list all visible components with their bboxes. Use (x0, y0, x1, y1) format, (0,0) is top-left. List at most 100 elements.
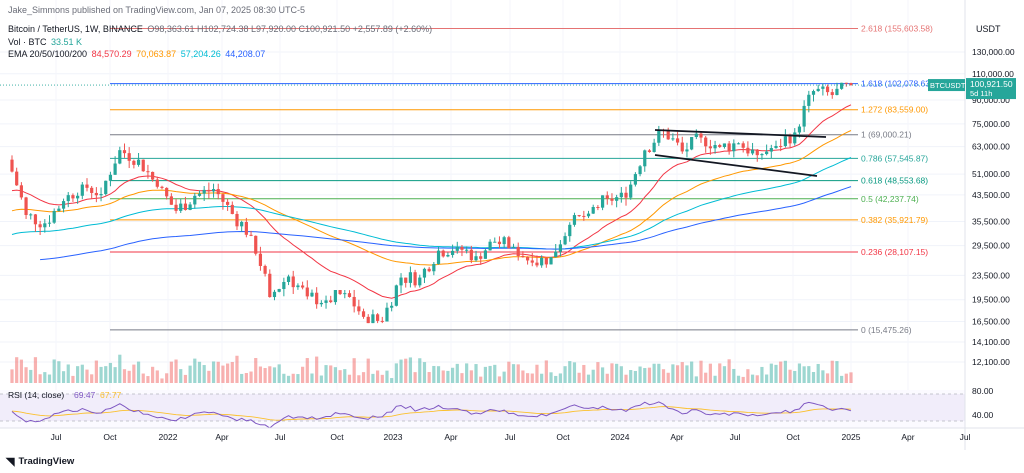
candle-body (390, 305, 394, 308)
time-tick-label: Oct (786, 432, 800, 442)
candle-body (361, 311, 366, 317)
candle-body (474, 256, 478, 261)
volume-bar (647, 367, 652, 383)
candle-body (371, 314, 375, 324)
volume-bar (188, 365, 192, 383)
volume-bar (394, 363, 398, 383)
candle-body (441, 250, 445, 257)
candle-body (113, 163, 117, 175)
volume-bar (549, 372, 553, 383)
volume-bar (586, 374, 591, 383)
volume-bar (521, 370, 525, 383)
candle-body (802, 105, 806, 127)
candle-body (479, 256, 483, 259)
volume-bar (516, 364, 520, 383)
time-tick-label: Jul (730, 432, 741, 442)
candle-body (15, 171, 19, 186)
candle-body (277, 289, 281, 292)
volume-bar (136, 361, 141, 383)
volume-bar (202, 365, 206, 383)
volume-bar (47, 374, 52, 383)
volume-bar (19, 359, 23, 383)
candle-body (57, 208, 61, 211)
candle-body (211, 189, 216, 192)
volume-bar (432, 365, 436, 383)
volume-legend: Vol · BTC 33.51 K (8, 37, 82, 47)
candles[interactable] (10, 82, 853, 324)
candle-body (605, 195, 609, 199)
price-tick-label: 35,500.00 (972, 216, 1010, 226)
volume-bar (226, 363, 230, 383)
candle-body (244, 221, 248, 235)
volume-value: 33.51 K (51, 37, 83, 47)
last-price-box (966, 78, 1016, 100)
volume-bar (779, 361, 783, 383)
candle-body (624, 192, 628, 198)
volume-bar (558, 373, 562, 383)
candle-body (821, 86, 825, 89)
candle-body (493, 241, 497, 243)
candle-body (310, 292, 314, 297)
fib-level-label: 0.5 (42,237.74) (861, 194, 919, 204)
volume-bar (366, 358, 370, 383)
volume-bar (29, 369, 33, 383)
price-tick-label: 23,500.00 (972, 270, 1010, 280)
time-tick-label: Oct (556, 432, 570, 442)
volume-bar (165, 373, 169, 383)
candle-body (446, 254, 450, 257)
volume-bar (24, 367, 28, 383)
candle-body (127, 153, 131, 161)
candle-body (507, 237, 511, 249)
volume-bar (769, 363, 773, 383)
volume-bar (615, 363, 619, 383)
candle-body (296, 285, 300, 288)
volume-bar (104, 366, 108, 383)
candle-body (38, 224, 42, 228)
candle-body (122, 150, 127, 154)
volume-bar (132, 364, 136, 383)
candle-body (652, 142, 656, 152)
volume-bar (657, 363, 661, 383)
candle-body (85, 184, 89, 188)
candle-body (586, 213, 591, 217)
candle-body (554, 251, 558, 258)
volume-bar (807, 366, 811, 383)
volume-bar (450, 367, 455, 383)
candle-body (230, 204, 234, 214)
candle-body (741, 143, 745, 148)
candle-body (516, 246, 520, 256)
volume-bar (113, 367, 117, 383)
candle-body (197, 193, 202, 196)
volume-bar (99, 366, 103, 383)
fib-level-label: 0.382 (35,921.79) (861, 215, 928, 225)
candle-body (249, 234, 253, 236)
volume-bar (825, 373, 830, 383)
candle-body (779, 145, 783, 147)
ema-50-line (11, 130, 852, 266)
volume-bar (254, 358, 258, 383)
volume-bar (441, 370, 445, 383)
rsi-value: 69.47 (74, 390, 96, 400)
candle-body (155, 179, 159, 187)
candle-body (690, 137, 694, 150)
price-tick-label: 14,100.00 (972, 337, 1010, 347)
volume-bar (718, 363, 722, 383)
volume-bar (671, 364, 675, 383)
candle-body (29, 214, 33, 216)
time-tick-label: Apr (215, 432, 228, 442)
volume-bar (605, 373, 609, 383)
candle-body (47, 222, 52, 224)
volume-bar (722, 366, 727, 383)
volume-bar (844, 373, 848, 383)
price-axis: 130,000.00 110,000.00 90,000.00 75,000.00 63… (964, 0, 1015, 450)
candle-body (750, 149, 755, 154)
candle-body (825, 86, 830, 93)
candle-body (568, 224, 572, 237)
volume-bar (155, 370, 159, 383)
volume-bar (324, 365, 328, 383)
candle-body (450, 250, 455, 255)
candle-body (638, 166, 642, 175)
candle-body (329, 300, 333, 303)
rsi-tick-label: 80.00 (972, 386, 994, 396)
